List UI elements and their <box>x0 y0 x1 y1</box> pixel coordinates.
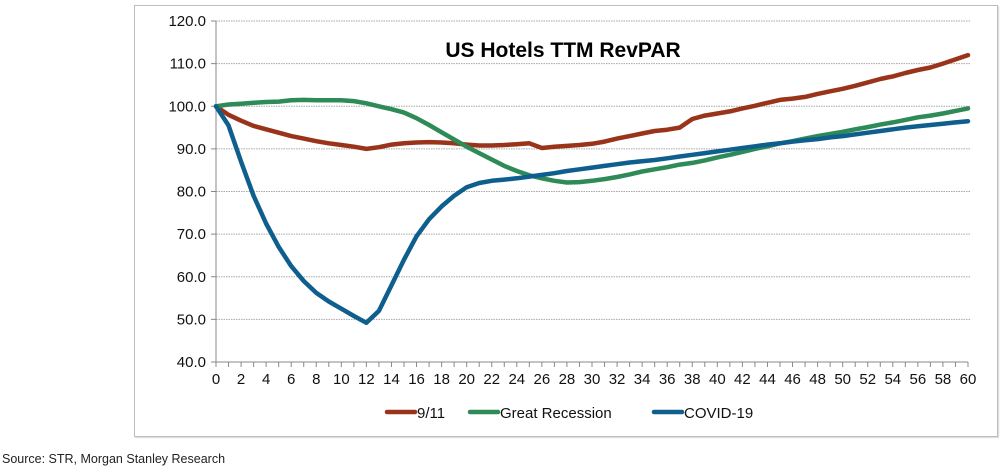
chart-title: US Hotels TTM RevPAR <box>445 39 680 62</box>
x-tick-label: 18 <box>433 371 450 388</box>
y-tick-label: 100.0 <box>168 98 206 115</box>
x-tick-label: 32 <box>609 371 626 388</box>
x-tick-label: 40 <box>709 371 726 388</box>
series-line-9-11 <box>213 52 971 152</box>
y-tick-label: 80.0 <box>177 184 206 201</box>
x-tick-label: 60 <box>960 371 977 388</box>
x-tick-label: 24 <box>508 371 525 388</box>
x-tick-label: 46 <box>784 371 801 388</box>
legend-label: Great Recession <box>500 405 612 422</box>
legend: 9/11 Great Recession COVID-19 <box>384 405 753 422</box>
x-tick-label: 36 <box>659 371 676 388</box>
x-tick-label: 58 <box>935 371 952 388</box>
x-tick-label: 28 <box>559 371 576 388</box>
x-tick-label: 8 <box>312 371 320 388</box>
chart-frame <box>134 5 998 437</box>
legend-item: Great Recession <box>467 405 612 422</box>
x-tick-label: 42 <box>734 371 751 388</box>
x-tick-label: 0 <box>212 371 220 388</box>
y-tick-label: 50.0 <box>177 311 206 328</box>
x-tick-label: 2 <box>237 371 245 388</box>
x-tick-label: 48 <box>809 371 826 388</box>
series-line-great-recession <box>213 97 971 185</box>
x-tick-label: 52 <box>859 371 876 388</box>
x-tick-label: 22 <box>483 371 500 388</box>
legend-label: 9/11 <box>417 405 445 422</box>
x-tick-label: 10 <box>333 371 350 388</box>
y-tick-label: 120.0 <box>168 13 206 30</box>
y-tick-label: 40.0 <box>177 354 206 371</box>
x-tick-label: 56 <box>910 371 927 388</box>
legend-item: 9/11 <box>384 405 445 422</box>
x-tick-label: 44 <box>759 371 776 388</box>
x-tick-label: 14 <box>383 371 400 388</box>
y-tick-label: 90.0 <box>177 141 206 158</box>
y-tick-label: 110.0 <box>170 56 206 73</box>
series-lines <box>213 52 971 326</box>
x-tick-label: 20 <box>458 371 475 388</box>
y-tick-label: 60.0 <box>177 269 206 286</box>
x-tick-label: 16 <box>408 371 425 388</box>
series-line-covid-19 <box>213 104 971 326</box>
legend-label: COVID-19 <box>684 405 753 422</box>
x-axis-ticks: 0 2 4 6 8 10 12 14 16 18 20 22 24 26 28 30 32 34 36 38 40 42 4… <box>212 362 977 388</box>
gridlines <box>216 20 970 320</box>
x-tick-label: 6 <box>287 371 295 388</box>
legend-item: COVID-19 <box>651 405 753 422</box>
y-tick-label: 70.0 <box>177 226 206 243</box>
x-tick-label: 54 <box>884 371 901 388</box>
x-tick-label: 26 <box>534 371 551 388</box>
x-tick-label: 12 <box>358 371 375 388</box>
x-tick-label: 4 <box>262 371 270 388</box>
x-tick-label: 30 <box>584 371 601 388</box>
y-axis-ticks: 40.0 50.0 60.0 70.0 80.0 90.0 100.0 110.0 120.0 <box>168 13 216 371</box>
x-tick-label: 34 <box>634 371 651 388</box>
source-note: Source: STR, Morgan Stanley Research <box>2 452 226 466</box>
x-tick-label: 50 <box>834 371 851 388</box>
x-tick-label: 38 <box>684 371 701 388</box>
